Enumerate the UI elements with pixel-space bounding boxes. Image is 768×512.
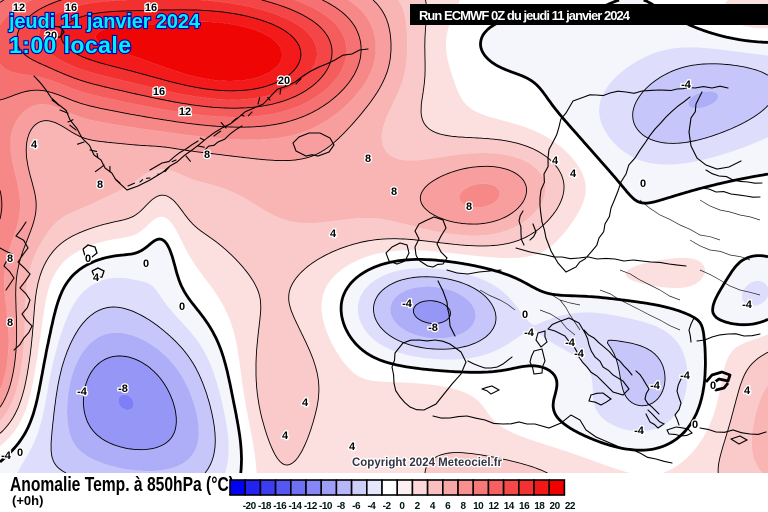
svg-text:8: 8 <box>7 253 13 265</box>
svg-text:Copyright 2024 Meteociel.fr: Copyright 2024 Meteociel.fr <box>352 457 503 469</box>
svg-text:-20: -20 <box>243 501 257 512</box>
svg-text:-10: -10 <box>319 501 333 512</box>
svg-text:-2: -2 <box>383 501 392 512</box>
svg-text:12: 12 <box>488 501 499 512</box>
svg-text:8: 8 <box>97 179 103 191</box>
svg-text:20: 20 <box>550 501 561 512</box>
svg-text:-18: -18 <box>258 501 272 512</box>
svg-text:0: 0 <box>522 309 528 321</box>
svg-text:-8: -8 <box>337 501 346 512</box>
svg-text:4: 4 <box>302 397 309 409</box>
svg-text:4: 4 <box>93 272 100 284</box>
svg-text:-8: -8 <box>118 383 128 395</box>
svg-text:-8: -8 <box>428 322 438 334</box>
svg-text:22: 22 <box>565 501 576 512</box>
svg-text:0: 0 <box>640 178 646 190</box>
svg-text:8: 8 <box>391 186 397 198</box>
svg-text:16: 16 <box>145 2 157 14</box>
svg-text:20: 20 <box>45 30 57 42</box>
svg-text:0: 0 <box>710 380 716 392</box>
svg-text:0: 0 <box>399 501 405 512</box>
svg-text:-4: -4 <box>574 348 585 360</box>
svg-text:2: 2 <box>415 501 421 512</box>
svg-text:4: 4 <box>570 168 577 180</box>
svg-text:-4: -4 <box>681 79 692 91</box>
svg-text:4: 4 <box>552 155 559 167</box>
svg-text:-4: -4 <box>77 386 88 398</box>
svg-text:Run ECMWF 0Z du jeudi 11 janvi: Run ECMWF 0Z du jeudi 11 janvier 2024 <box>419 8 631 23</box>
svg-text:4: 4 <box>31 139 38 151</box>
svg-text:-16: -16 <box>273 501 287 512</box>
svg-text:12: 12 <box>13 2 25 14</box>
svg-text:0: 0 <box>17 447 23 459</box>
svg-text:-4: -4 <box>565 337 576 349</box>
svg-text:0: 0 <box>85 253 91 265</box>
svg-text:0: 0 <box>179 301 185 313</box>
svg-text:16: 16 <box>65 2 77 14</box>
svg-text:(+0h): (+0h) <box>12 493 43 508</box>
svg-text:-6: -6 <box>352 501 361 512</box>
svg-text:4: 4 <box>282 430 289 442</box>
svg-text:8: 8 <box>365 153 371 165</box>
svg-text:8: 8 <box>466 201 472 213</box>
svg-text:4: 4 <box>744 385 751 397</box>
svg-text:1:00 locale: 1:00 locale <box>9 32 131 58</box>
svg-text:-4: -4 <box>1 450 12 462</box>
svg-text:16: 16 <box>519 501 530 512</box>
svg-text:4: 4 <box>430 501 436 512</box>
svg-text:-4: -4 <box>742 299 753 311</box>
svg-text:14: 14 <box>504 501 515 512</box>
svg-text:12: 12 <box>179 106 191 118</box>
svg-text:6: 6 <box>445 501 451 512</box>
svg-text:-4: -4 <box>680 370 691 382</box>
svg-text:0: 0 <box>692 419 698 431</box>
svg-text:0: 0 <box>143 258 149 270</box>
svg-text:8: 8 <box>204 149 210 161</box>
svg-text:8: 8 <box>7 317 13 329</box>
svg-text:-4: -4 <box>650 380 661 392</box>
svg-text:-4: -4 <box>367 501 376 512</box>
svg-text:18: 18 <box>534 501 545 512</box>
svg-text:16: 16 <box>153 86 165 98</box>
svg-text:jeudi 11 janvier 2024: jeudi 11 janvier 2024 <box>8 11 201 33</box>
svg-text:-14: -14 <box>289 501 303 512</box>
svg-text:-4: -4 <box>402 298 413 310</box>
svg-text:-4: -4 <box>524 327 535 339</box>
svg-text:-12: -12 <box>304 501 318 512</box>
svg-text:Anomalie Temp. à 850hPa (°C): Anomalie Temp. à 850hPa (°C) <box>10 474 234 496</box>
svg-text:-4: -4 <box>634 425 645 437</box>
svg-text:4: 4 <box>330 228 337 240</box>
svg-text:8: 8 <box>460 501 466 512</box>
svg-text:4: 4 <box>349 441 356 453</box>
svg-text:10: 10 <box>473 501 484 512</box>
svg-text:20: 20 <box>278 75 290 87</box>
